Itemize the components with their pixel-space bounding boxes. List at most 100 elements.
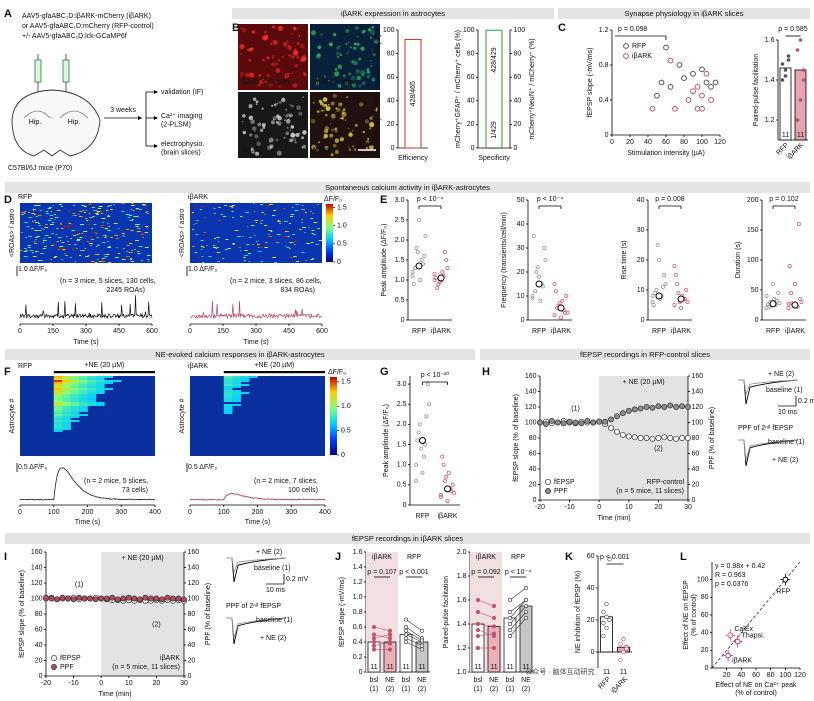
cell-speck	[271, 62, 275, 66]
data-point	[649, 404, 656, 411]
section-title: Spontaneous calcium activity in iβARK-as…	[325, 183, 490, 192]
cell-speck	[316, 77, 319, 80]
data-point	[604, 625, 609, 631]
cell-speck	[358, 84, 362, 88]
pair-line	[477, 629, 495, 637]
heatmap-event	[44, 235, 49, 236]
cell-speck	[274, 62, 278, 67]
heatmap-event	[34, 205, 38, 206]
data-point	[371, 639, 376, 644]
data-point	[690, 70, 696, 77]
heatmap-cell	[87, 404, 97, 406]
heatmap-event	[129, 220, 134, 221]
heatmap-event	[192, 229, 194, 230]
heatmap-cell	[223, 412, 233, 414]
data-point	[667, 435, 674, 441]
colorbar	[326, 204, 333, 262]
data-point	[424, 414, 429, 419]
y-tick-label: 0	[692, 497, 696, 504]
cell-speck	[324, 113, 328, 117]
cell-speck	[268, 82, 274, 87]
data-point	[415, 249, 420, 254]
data-point	[649, 105, 656, 112]
data-point	[415, 438, 420, 443]
heatmap-event	[129, 243, 133, 244]
heatmap-event	[136, 226, 139, 227]
heatmap-event	[37, 260, 41, 261]
mean-marker	[419, 437, 426, 444]
heatmap-event	[37, 223, 40, 224]
heatmap-event	[96, 254, 100, 255]
heatmap-event	[34, 230, 38, 231]
cell-speck	[271, 25, 276, 29]
phase-label: (1)	[506, 686, 515, 693]
cell-speck	[278, 100, 282, 104]
cell-speck	[341, 110, 345, 115]
syringe	[62, 59, 70, 83]
cell-speck	[239, 71, 245, 77]
cell-speck	[354, 124, 358, 127]
y-tick-label: 20	[587, 617, 595, 624]
heatmap-cell	[232, 382, 241, 384]
heatmap-event	[257, 251, 262, 252]
y-tick-label: 1.6	[353, 549, 363, 556]
y-tick-label: 2.0	[395, 237, 405, 244]
heatmap-cell	[232, 404, 241, 406]
cell-speck	[370, 65, 373, 68]
data-point	[796, 221, 801, 226]
x-tick-label: 20	[723, 672, 731, 679]
cell-speck	[291, 55, 295, 59]
cell-speck	[293, 50, 299, 56]
heatmap-event	[77, 233, 79, 234]
cell-speck	[281, 97, 286, 102]
bar	[794, 69, 807, 141]
heatmap-event	[194, 206, 198, 207]
heatmap-event	[246, 244, 249, 245]
heatmap-cell	[87, 394, 97, 396]
heatmap-event	[254, 220, 259, 221]
data-point	[451, 490, 456, 495]
data-point	[679, 305, 684, 310]
cell-speck	[361, 81, 366, 86]
heatmap-event	[201, 256, 204, 257]
y-tick-label: 40	[35, 642, 43, 649]
cell-speck	[366, 68, 370, 72]
heatmap-event	[96, 214, 99, 215]
x-tick-label: 300	[80, 328, 92, 335]
scale-label: 10 ms	[778, 409, 798, 416]
heatmap-event	[306, 243, 311, 244]
heatmap-event	[301, 209, 305, 210]
n-label: (n = 2 mice, 7 slices,	[254, 478, 318, 485]
heatmap-event	[136, 231, 141, 232]
heatmap-event	[46, 216, 48, 217]
heatmap-event	[292, 234, 295, 235]
heatmap-cell	[232, 380, 241, 382]
heatmap-cell	[79, 392, 88, 394]
y-tick-label: 80	[467, 50, 475, 57]
point-label: CalEx	[734, 626, 753, 633]
heatmap-event	[277, 221, 281, 222]
heatmap-event	[125, 229, 130, 230]
heatmap-event	[97, 244, 99, 245]
pair-line	[509, 599, 527, 613]
heatmap-event	[121, 233, 125, 234]
heatmap-event	[51, 244, 56, 245]
heatmap-event	[131, 203, 134, 204]
heatmap-event	[128, 215, 133, 216]
heatmap-event	[32, 209, 37, 210]
heatmap-cell	[62, 402, 71, 404]
heatmap-event	[79, 233, 81, 234]
cell-speck	[310, 118, 316, 124]
data-point	[542, 245, 547, 250]
category-label: iβARK	[786, 142, 805, 161]
heatmap-cell	[223, 386, 233, 388]
heatmap-event	[288, 248, 291, 249]
heatmap-event	[138, 246, 143, 247]
cell-speck	[255, 151, 260, 156]
heatmap-event	[71, 230, 75, 231]
heatmap-event	[137, 251, 140, 252]
heatmap-event	[247, 253, 252, 254]
heatmap-event	[232, 217, 234, 218]
heatmap-event	[35, 239, 37, 240]
heatmap-event	[311, 230, 315, 231]
